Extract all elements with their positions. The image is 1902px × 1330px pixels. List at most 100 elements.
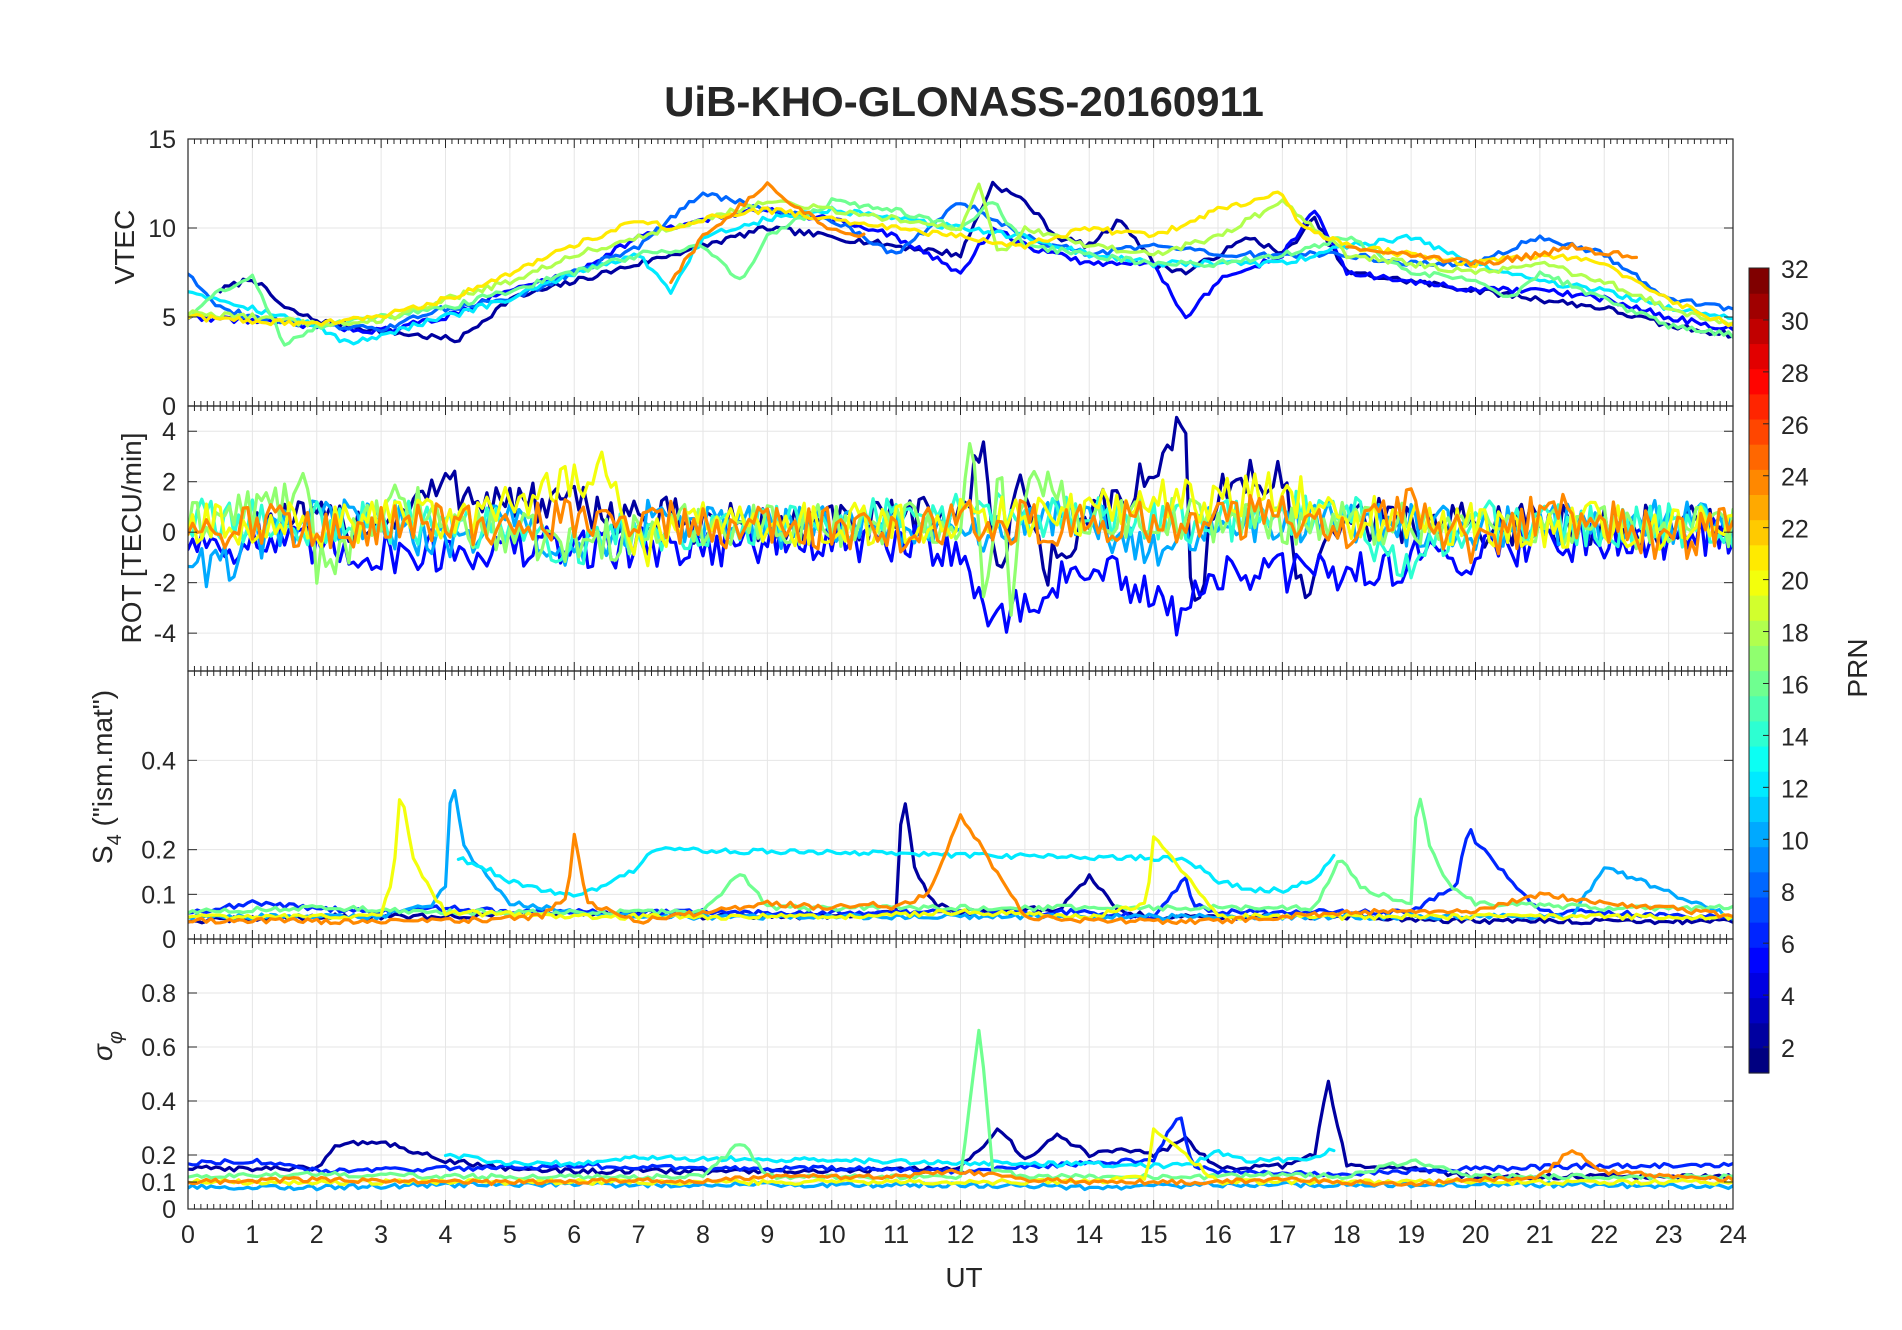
- x-tick-label: 13: [1011, 1221, 1039, 1249]
- x-tick-label: 10: [818, 1221, 846, 1249]
- colorbar-tick-label: 10: [1781, 827, 1809, 855]
- y-tick-label: 15: [148, 126, 176, 154]
- colorbar-cell: [1749, 695, 1769, 722]
- prn-24-line: [1345, 242, 1639, 267]
- y-tick-label: 0.2: [141, 837, 176, 865]
- series-group: [188, 415, 1733, 637]
- colorbar-tick-label: 22: [1781, 516, 1809, 544]
- colorbar-cell: [1749, 620, 1769, 646]
- x-axis-label: UT: [945, 1262, 982, 1293]
- colorbar-cell: [1749, 268, 1769, 294]
- colorbar-cell: [1749, 418, 1769, 445]
- colorbar-cell: [1749, 544, 1769, 571]
- colorbar-tick-label: 16: [1781, 671, 1809, 699]
- x-tick-label: 11: [883, 1221, 909, 1249]
- x-tick-label: 4: [439, 1221, 453, 1249]
- colorbar-tick-label: 32: [1781, 256, 1809, 284]
- colorbar-cell: [1749, 771, 1769, 797]
- x-tick-label: 14: [1075, 1221, 1103, 1249]
- colorbar-cell: [1749, 1047, 1769, 1074]
- colorbar-tick-label: 18: [1781, 620, 1809, 648]
- prn-21-line: [188, 190, 1733, 328]
- colorbar-cell: [1749, 670, 1769, 697]
- y-axis-label-rot: ROT [TECU/min]: [116, 432, 147, 643]
- colorbar-tick-label: 2: [1781, 1035, 1795, 1063]
- x-tick-label: 16: [1204, 1221, 1232, 1249]
- colorbar-cell: [1749, 997, 1769, 1024]
- y-axis-label-sigma-phi: σφ: [87, 1031, 127, 1061]
- s4-panel: 0 0.1 0.2 0.4: [141, 670, 1734, 954]
- x-tick-label: 23: [1655, 1221, 1683, 1249]
- prn-24-line: [188, 1149, 1733, 1188]
- colorbar-tick-label: 8: [1781, 879, 1795, 907]
- colorbar-cell: [1749, 368, 1769, 395]
- x-tick-label: 0: [181, 1221, 195, 1249]
- colorbar-cell: [1749, 645, 1769, 672]
- y-tick-label: 0.2: [141, 1142, 176, 1170]
- colorbar-cell: [1749, 846, 1769, 873]
- x-tick-label: 6: [567, 1221, 581, 1249]
- colorbar-cell: [1749, 318, 1769, 345]
- y-tick-label: 0.6: [141, 1034, 176, 1062]
- colorbar-cell: [1749, 595, 1769, 621]
- y-tick-label: 0: [162, 926, 176, 954]
- colorbar-cell: [1749, 821, 1769, 848]
- colorbar-tick-label: 14: [1781, 723, 1809, 751]
- x-tick-label: 2: [310, 1221, 324, 1249]
- y-tick-label: 2: [162, 469, 176, 497]
- colorbar-cell: [1749, 494, 1769, 521]
- y-tick-label: 0.1: [141, 881, 176, 909]
- colorbar-cell: [1749, 796, 1769, 823]
- prn-5-line: [188, 206, 1733, 335]
- x-tick-label: 21: [1526, 1221, 1554, 1249]
- colorbar-tick-label: 6: [1781, 931, 1795, 959]
- colorbar-frame: [1748, 267, 1770, 1074]
- x-tick-label: 12: [947, 1221, 975, 1249]
- x-tick-labels: 0 1 2 3 4 5 6 7 8 9 10 11 12 13 14 15 16 17 18 19 20 21 22 23 24: [181, 1221, 1747, 1249]
- colorbar-tick-label: 30: [1781, 308, 1809, 336]
- colorbar-cell: [1749, 745, 1769, 772]
- colorbar-cell: [1749, 293, 1769, 319]
- series-group: [188, 180, 1733, 347]
- y-tick-label: 0.4: [141, 747, 176, 775]
- colorbar-tick-label: 28: [1781, 360, 1809, 388]
- colorbar-cell: [1749, 519, 1769, 546]
- x-tick-label: 24: [1719, 1221, 1747, 1249]
- y-tick-label: 4: [162, 418, 176, 446]
- x-tick-label: 15: [1140, 1221, 1168, 1249]
- colorbar-tick-label: 12: [1781, 775, 1809, 803]
- colorbar-cell: [1749, 896, 1769, 923]
- prn-2-line: [250, 415, 1733, 602]
- y-axis-label-s4: S4 ("ism.mat"): [87, 690, 126, 864]
- colorbar-cell: [1749, 444, 1769, 470]
- colorbar-cell: [1749, 569, 1769, 596]
- chart-title: UiB-KHO-GLONASS-20160911: [664, 78, 1264, 125]
- rot-panel: -4 -2 0 2 4: [154, 405, 1734, 672]
- y-tick-label: 0.4: [141, 1088, 176, 1116]
- x-tick-label: 20: [1462, 1221, 1490, 1249]
- y-tick-label: -2: [154, 570, 176, 598]
- x-tick-label: 7: [632, 1221, 646, 1249]
- y-tick-label: 0: [162, 1196, 176, 1224]
- series-group: [188, 1028, 1733, 1192]
- y-axis-label-vtec: VTEC: [109, 210, 140, 285]
- colorbar-cell: [1749, 871, 1769, 898]
- prn-16-line: [188, 1028, 1733, 1181]
- x-tick-label: 1: [245, 1221, 259, 1249]
- colorbar-cell: [1749, 469, 1769, 496]
- prn-24-line: [188, 487, 1733, 565]
- x-tick-label: 17: [1268, 1221, 1296, 1249]
- colorbar-cell: [1749, 1022, 1769, 1049]
- colorbar-label: PRN: [1842, 638, 1873, 697]
- colorbar-cell: [1749, 720, 1769, 747]
- x-tick-label: 18: [1333, 1221, 1361, 1249]
- colorbar-cell: [1749, 947, 1769, 973]
- colorbar-cell: [1749, 972, 1769, 999]
- prn-12-line: [443, 1147, 1336, 1170]
- colorbar-cell: [1749, 393, 1769, 420]
- sigma-phi-panel: 00.10.2 0.4 0.6 0.8: [141, 938, 1734, 1224]
- y-tick-label: 5: [162, 304, 176, 332]
- colorbar-cell: [1749, 343, 1769, 370]
